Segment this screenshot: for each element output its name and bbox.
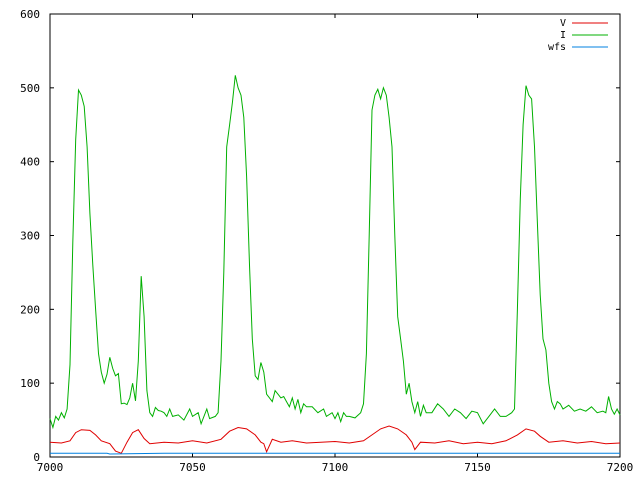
legend-label-v: V bbox=[560, 18, 566, 29]
series-line-v bbox=[49, 425, 621, 454]
y-tick-label: 600 bbox=[20, 8, 40, 21]
y-tick-label: 400 bbox=[20, 156, 40, 169]
series-line-wfs bbox=[50, 452, 620, 455]
legend-label-i: I bbox=[560, 30, 566, 41]
x-tick-label: 7150 bbox=[464, 461, 491, 474]
y-tick-label: 100 bbox=[20, 377, 40, 390]
legend-label-wfs: wfs bbox=[548, 42, 566, 53]
y-tick-label: 0 bbox=[33, 451, 40, 464]
series-layer bbox=[49, 75, 621, 455]
series-line-i bbox=[49, 75, 621, 430]
y-tick-label: 500 bbox=[20, 82, 40, 95]
y-tick-label: 300 bbox=[20, 230, 40, 243]
x-tick-label: 7200 bbox=[607, 461, 634, 474]
axis-ticks: 0 100 200 300 400 500 600 7000 7050 7100 7150 7200 bbox=[20, 8, 633, 474]
x-tick-label: 7100 bbox=[322, 461, 349, 474]
x-tick-label: 7050 bbox=[179, 461, 206, 474]
y-tick-label: 200 bbox=[20, 303, 40, 316]
x-tick-label: 7000 bbox=[37, 461, 64, 474]
plot-frame bbox=[49, 13, 621, 458]
